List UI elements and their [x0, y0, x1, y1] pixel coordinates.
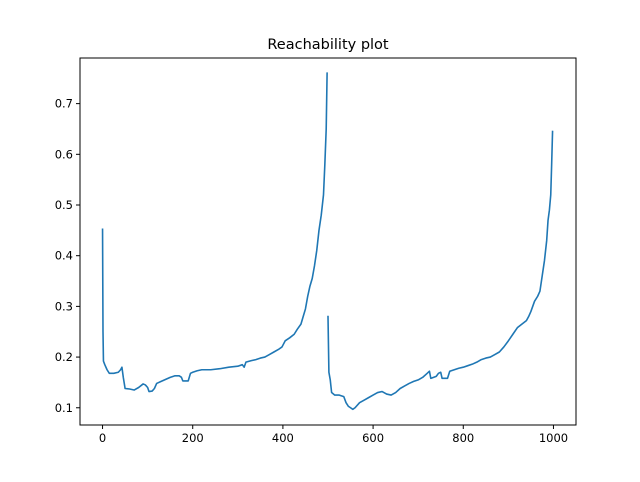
plot-layer: [101, 72, 554, 411]
y-tick-label: 0.6: [55, 147, 73, 161]
y-tick-label: 0.7: [55, 97, 73, 111]
x-tick-label: 200: [182, 431, 204, 445]
plot-frame: [79, 57, 577, 426]
y-tick-label: 0.2: [55, 350, 73, 364]
series-line-segment-2: [327, 130, 554, 411]
x-tick-label: 800: [452, 431, 474, 445]
x-tick-label: 0: [99, 431, 106, 445]
y-tick-label: 0.5: [55, 198, 73, 212]
y-axis: 0.1 0.2 0.3 0.4 0.5 0.6 0.7: [55, 97, 80, 415]
y-tick-label: 0.4: [55, 249, 73, 263]
y-tick-label: 0.1: [55, 401, 73, 415]
x-tick-label: 600: [362, 431, 384, 445]
y-tick-label: 0.3: [55, 299, 73, 313]
x-axis: 0 200 400 600 800 1000: [99, 425, 568, 445]
series-line-segment-1: [101, 72, 328, 393]
x-tick-label: 400: [272, 431, 294, 445]
x-tick-label: 1000: [539, 431, 568, 445]
chart-title: Reachability plot: [267, 37, 389, 53]
